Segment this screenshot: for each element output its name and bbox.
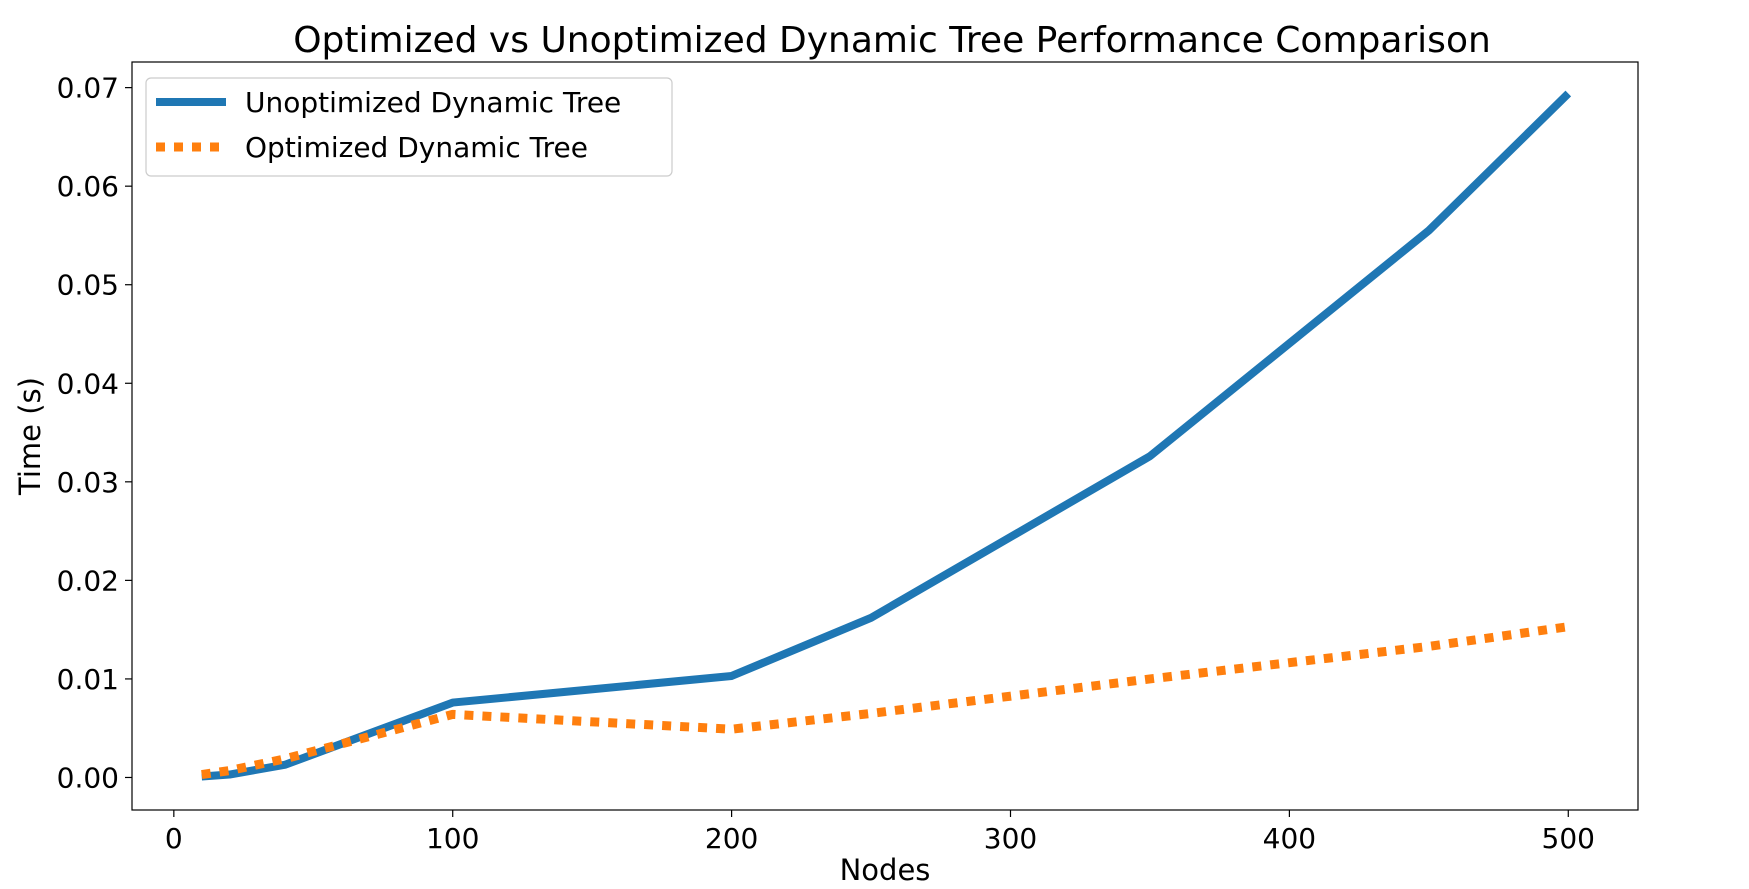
x-tick-label: 500 — [1542, 822, 1595, 855]
y-tick-label: 0.01 — [57, 663, 119, 696]
legend-box — [145, 77, 673, 177]
legend-label: Optimized Dynamic Tree — [245, 131, 588, 164]
y-tick-label: 0.05 — [57, 269, 119, 302]
x-axis-label: Nodes — [840, 853, 931, 887]
x-tick-label: 300 — [984, 822, 1037, 855]
series-line-optimized — [201, 622, 1569, 779]
x-tick-label: 100 — [426, 822, 479, 855]
y-tick-label: 0.02 — [57, 564, 119, 597]
x-tick-label: 400 — [1263, 822, 1316, 855]
y-axis: 0.00 0.01 0.02 0.03 0.04 0.05 0.06 0.07 — [57, 72, 132, 794]
legend-label: Unoptimized Dynamic Tree — [245, 86, 621, 119]
x-tick-label: 0 — [165, 822, 183, 855]
y-axis-label: Time (s) — [13, 377, 47, 496]
y-tick-label: 0.07 — [57, 72, 119, 105]
plot-area — [201, 90, 1572, 781]
x-axis: 0 100 200 300 400 500 — [165, 810, 1595, 855]
y-tick-label: 0.03 — [57, 466, 119, 499]
legend: Unoptimized Dynamic Tree Optimized Dynami… — [145, 77, 673, 177]
plot-frame — [131, 61, 1639, 811]
series-line-unoptimized — [201, 90, 1572, 781]
y-tick-label: 0.00 — [57, 761, 119, 794]
y-tick-label: 0.04 — [57, 367, 119, 400]
chart-title: Optimized vs Unoptimized Dynamic Tree Pe… — [293, 20, 1491, 61]
y-tick-label: 0.06 — [57, 170, 119, 203]
x-tick-label: 200 — [705, 822, 758, 855]
